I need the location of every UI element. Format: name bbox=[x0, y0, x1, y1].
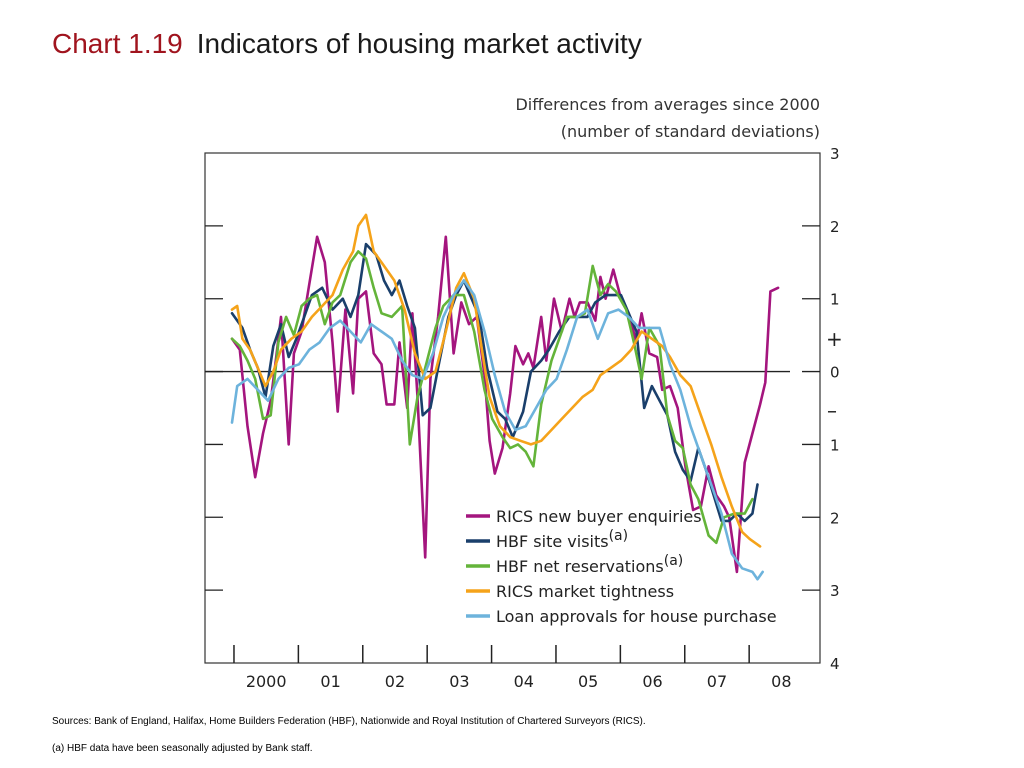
x-tick-label: 06 bbox=[642, 672, 662, 691]
y-tick-label: 0 bbox=[830, 364, 840, 382]
y-tick-label: 1 bbox=[830, 291, 840, 309]
chart-title-text: Indicators of housing market activity bbox=[196, 28, 642, 59]
y-tick-label: 4 bbox=[830, 655, 840, 673]
legend-superscript: (a) bbox=[664, 553, 684, 569]
sources-note: Sources: Bank of England, Halifax, Home … bbox=[52, 716, 646, 727]
y-tick-label: 2 bbox=[830, 218, 840, 236]
legend-label-2: HBF net reservations(a) bbox=[496, 553, 683, 576]
legend-label-4: Loan approvals for house purchase bbox=[496, 607, 777, 626]
x-tick-label: 03 bbox=[449, 672, 469, 691]
chart-number: Chart 1.19 bbox=[52, 28, 183, 59]
legend-label-1: HBF site visits(a) bbox=[496, 528, 628, 551]
series-lines bbox=[230, 213, 780, 581]
y-tick-label: 3 bbox=[830, 145, 840, 163]
x-tick-label: 2000 bbox=[246, 672, 287, 691]
y-tick-label: 1 bbox=[830, 436, 840, 454]
legend-label-3: RICS market tightness bbox=[496, 582, 674, 601]
x-tick-label: 04 bbox=[514, 672, 534, 691]
legend-label-0: RICS new buyer enquiries bbox=[496, 507, 702, 526]
series-line-4 bbox=[230, 279, 764, 581]
x-tick-label: 07 bbox=[707, 672, 727, 691]
series-line-2 bbox=[230, 250, 754, 545]
x-tick-label: 08 bbox=[771, 672, 791, 691]
units-label-line1: Differences from averages since 2000 bbox=[515, 95, 820, 114]
x-tick-label: 01 bbox=[320, 672, 340, 691]
series-line-1 bbox=[230, 242, 759, 523]
x-tick-label: 02 bbox=[385, 672, 405, 691]
plus-sign: + bbox=[826, 327, 843, 351]
legend-superscript: (a) bbox=[609, 528, 629, 544]
footnote: (a) HBF data have been seasonally adjust… bbox=[52, 743, 313, 754]
y-tick-label: 2 bbox=[830, 509, 840, 527]
x-tick-label: 05 bbox=[578, 672, 598, 691]
chart-title: Chart 1.19 Indicators of housing market a… bbox=[52, 28, 642, 60]
plot-frame bbox=[204, 152, 821, 664]
y-tick-label: 3 bbox=[830, 582, 840, 600]
units-label-line2: (number of standard deviations) bbox=[561, 122, 820, 141]
legend: RICS new buyer enquiries HBF site visits(… bbox=[466, 507, 777, 626]
minus-sign: – bbox=[827, 399, 837, 423]
